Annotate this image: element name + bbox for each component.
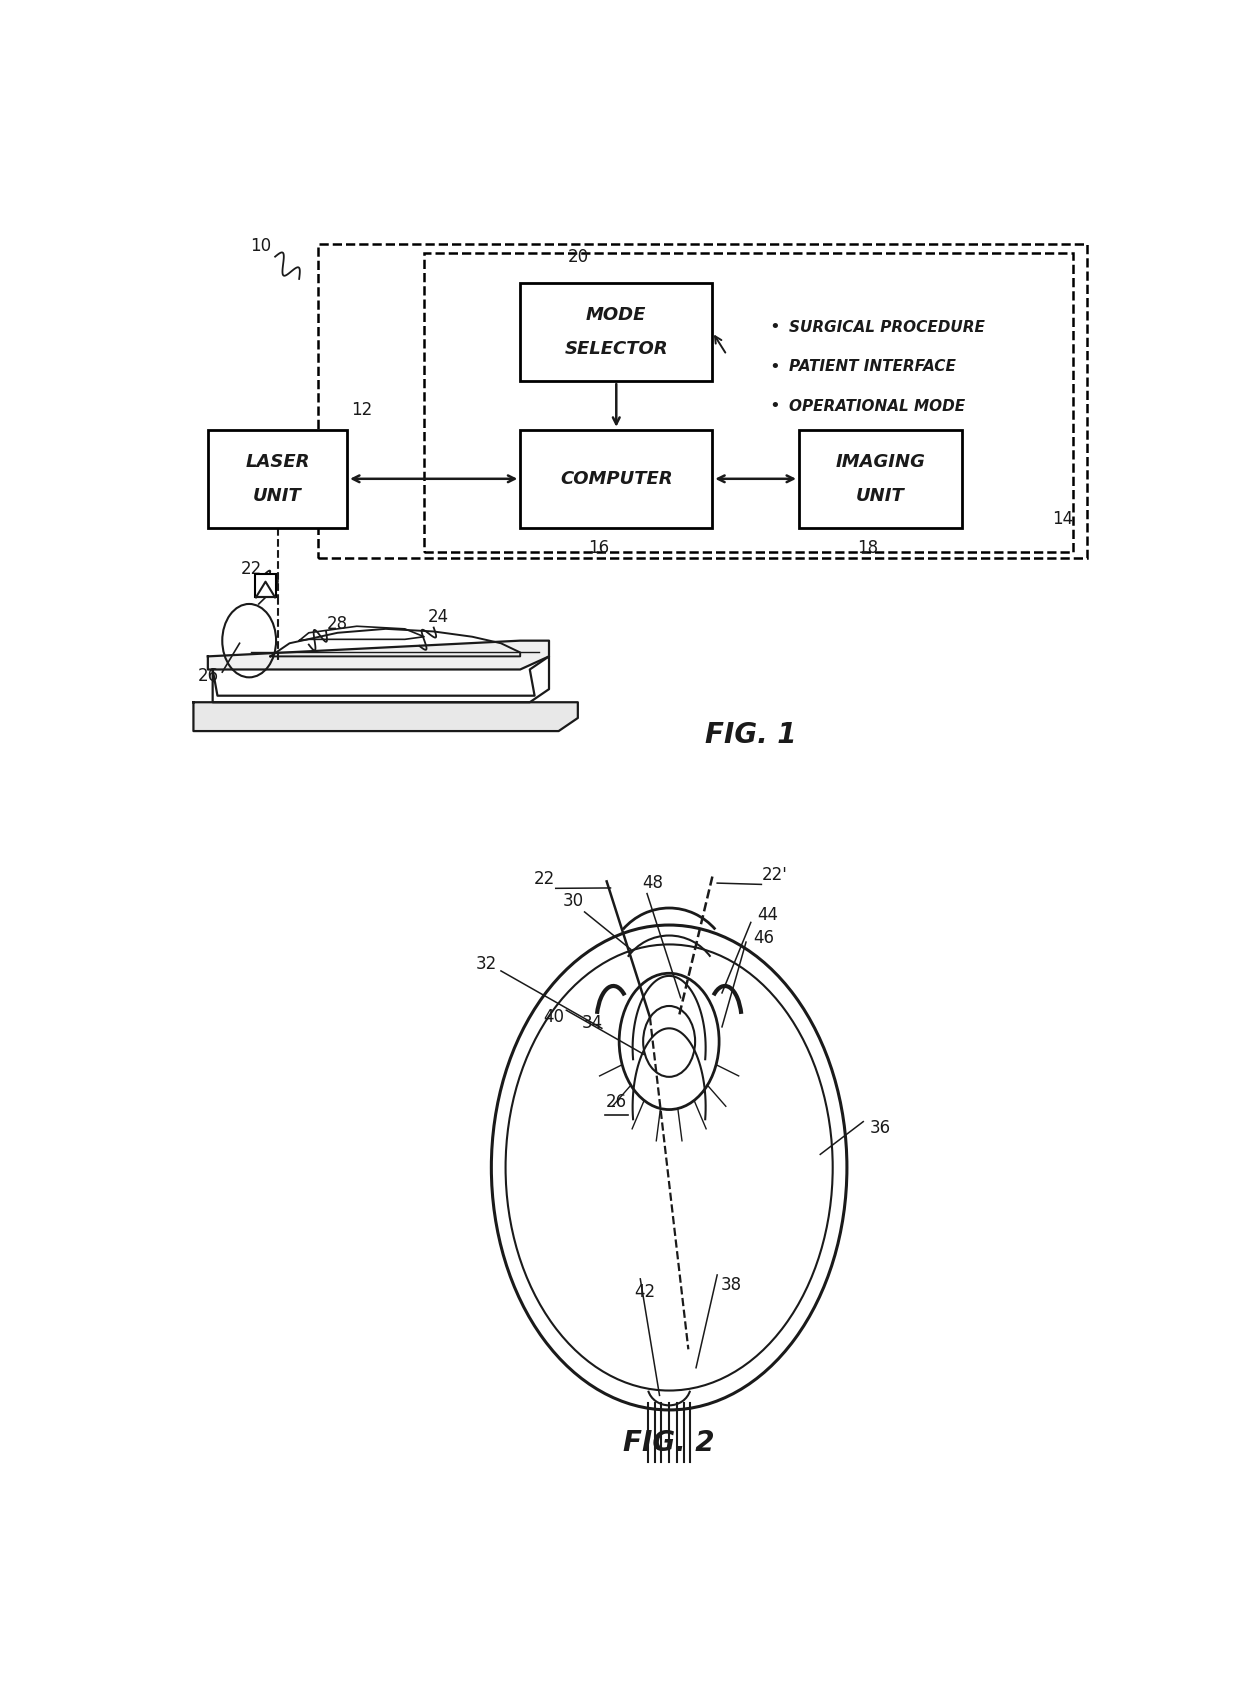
Text: 10: 10 [250, 237, 272, 255]
Text: 22: 22 [241, 560, 262, 577]
Text: IMAGING: IMAGING [836, 453, 925, 471]
Bar [255, 574, 277, 597]
Text: 28: 28 [327, 614, 348, 633]
Polygon shape [208, 640, 549, 669]
Text: 16: 16 [589, 538, 610, 557]
Text: 12: 12 [351, 402, 372, 419]
Text: •: • [770, 318, 780, 337]
Polygon shape [193, 703, 578, 732]
Bar [799, 429, 962, 528]
Text: •: • [770, 357, 780, 376]
Text: •: • [770, 397, 780, 415]
Text: PATIENT INTERFACE: PATIENT INTERFACE [789, 359, 956, 374]
Text: 46: 46 [753, 929, 774, 946]
Text: 44: 44 [758, 905, 779, 924]
Text: 20: 20 [567, 248, 589, 266]
Text: 26: 26 [605, 1093, 627, 1111]
Text: 34: 34 [582, 1014, 603, 1033]
Text: 18: 18 [858, 538, 879, 557]
Text: FIG. 2: FIG. 2 [624, 1428, 715, 1457]
Text: 38: 38 [720, 1276, 743, 1295]
Text: SURGICAL PROCEDURE: SURGICAL PROCEDURE [789, 320, 985, 335]
Text: 36: 36 [870, 1120, 892, 1137]
Text: 30: 30 [563, 892, 584, 911]
Text: 48: 48 [642, 875, 663, 892]
Text: 24: 24 [428, 608, 449, 626]
Text: 26: 26 [197, 667, 218, 684]
Text: 40: 40 [543, 1008, 564, 1026]
Text: MODE: MODE [587, 306, 646, 323]
Text: 22: 22 [533, 870, 554, 888]
Text: OPERATIONAL MODE: OPERATIONAL MODE [789, 398, 966, 414]
Text: 42: 42 [635, 1283, 656, 1300]
Text: 22': 22' [761, 866, 787, 885]
Text: SELECTOR: SELECTOR [564, 340, 668, 357]
Text: 32: 32 [476, 955, 497, 974]
Bar [319, 243, 1087, 558]
Text: FIG. 1: FIG. 1 [706, 722, 796, 749]
Text: LASER: LASER [246, 453, 310, 471]
Bar [208, 429, 347, 528]
Text: 14: 14 [1053, 511, 1074, 528]
Text: UNIT: UNIT [856, 487, 905, 505]
Bar [424, 252, 1073, 551]
Bar [521, 429, 713, 528]
Bar [521, 283, 713, 381]
Text: COMPUTER: COMPUTER [560, 470, 672, 488]
Text: UNIT: UNIT [253, 487, 301, 505]
